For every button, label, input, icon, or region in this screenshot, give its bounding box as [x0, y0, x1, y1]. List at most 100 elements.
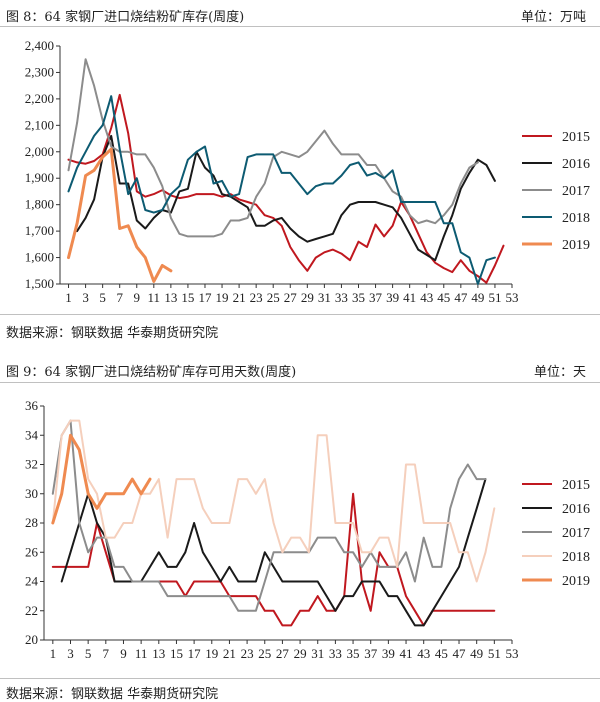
- x-tick-label: 53: [506, 290, 519, 305]
- figure1-title: 图 8：64 家钢厂进口烧结粉矿库存(周度): [6, 10, 245, 25]
- x-tick-label: 3: [82, 290, 89, 305]
- x-tick-label: 7: [116, 290, 123, 305]
- x-tick-label: 19: [216, 290, 229, 305]
- x-tick-label: 33: [335, 290, 348, 305]
- x-tick-label: 43: [420, 290, 433, 305]
- x-tick-label: 9: [120, 646, 127, 661]
- figure1-frame: [0, 26, 600, 315]
- x-tick-label: 15: [181, 290, 194, 305]
- legend-label: 2015: [562, 130, 590, 145]
- x-tick-label: 15: [170, 646, 183, 661]
- figure2-frame: [0, 382, 600, 679]
- x-tick-label: 3: [67, 646, 74, 661]
- legend-label: 2017: [562, 184, 590, 199]
- x-tick-label: 21: [233, 290, 246, 305]
- y-tick-label: 1,500: [25, 276, 54, 291]
- y-tick-label: 1,600: [25, 250, 54, 265]
- y-tick-label: 30: [25, 486, 38, 501]
- x-tick-label: 49: [471, 290, 484, 305]
- x-tick-label: 39: [382, 646, 395, 661]
- x-tick-label: 35: [347, 646, 360, 661]
- x-tick-label: 41: [403, 290, 416, 305]
- x-tick-label: 39: [386, 290, 399, 305]
- x-tick-label: 51: [488, 290, 501, 305]
- figure2-source: 数据来源：钢联数据 华泰期货研究院: [6, 687, 219, 702]
- x-tick-label: 1: [50, 646, 57, 661]
- y-tick-label: 22: [25, 603, 38, 618]
- series-line-2019: [67, 147, 173, 283]
- x-tick-label: 37: [369, 290, 383, 305]
- x-tick-label: 27: [284, 290, 298, 305]
- figure1-unit: 单位：万吨: [520, 10, 586, 25]
- x-tick-label: 25: [258, 646, 271, 661]
- x-tick-label: 49: [470, 646, 483, 661]
- series-line-2017: [67, 58, 479, 238]
- chart1-plot: 1,500 1,600 1,700 1,800 1,900 2,000 2,100 2,200…: [25, 38, 590, 305]
- x-tick-label: 37: [364, 646, 378, 661]
- legend-label: 2016: [562, 157, 590, 172]
- y-tick-label: 34: [25, 427, 39, 442]
- x-tick-label: 45: [435, 646, 448, 661]
- y-tick-label: 20: [25, 632, 38, 647]
- figure2-unit: 单位：天: [533, 365, 586, 380]
- x-tick-label: 11: [148, 290, 161, 305]
- series-line-2018: [67, 95, 496, 285]
- y-tick-label: 2,100: [25, 117, 54, 132]
- x-tick-label: 35: [352, 290, 365, 305]
- x-tick-label: 27: [276, 646, 290, 661]
- x-tick-label: 23: [241, 646, 254, 661]
- x-tick-label: 9: [134, 290, 141, 305]
- x-tick-label: 47: [453, 646, 467, 661]
- legend-label: 2017: [562, 526, 590, 541]
- y-tick-label: 1,800: [25, 197, 54, 212]
- x-tick-label: 33: [329, 646, 342, 661]
- x-tick-label: 19: [205, 646, 218, 661]
- x-tick-label: 13: [164, 290, 177, 305]
- x-tick-label: 47: [454, 290, 468, 305]
- x-tick-label: 21: [223, 646, 236, 661]
- x-tick-label: 1: [65, 290, 72, 305]
- x-tick-label: 7: [103, 646, 110, 661]
- y-tick-label: 2,300: [25, 64, 54, 79]
- y-tick-label: 36: [25, 398, 39, 413]
- x-tick-label: 29: [301, 290, 314, 305]
- x-tick-label: 13: [152, 646, 165, 661]
- x-tick-label: 31: [318, 290, 331, 305]
- y-tick-label: 1,700: [25, 223, 54, 238]
- series-line-2018: [51, 419, 496, 583]
- y-tick-label: 1,900: [25, 170, 54, 185]
- figure1-header: 图 8：64 家钢厂进口烧结粉矿库存(周度) 单位：万吨: [0, 0, 600, 30]
- x-tick-label: 51: [488, 646, 501, 661]
- series-line-2017: [51, 419, 487, 612]
- y-tick-label: 2,000: [25, 144, 54, 159]
- x-tick-label: 5: [99, 290, 106, 305]
- x-tick-label: 25: [267, 290, 280, 305]
- x-tick-label: 53: [506, 646, 519, 661]
- y-tick-label: 2,200: [25, 91, 54, 106]
- x-tick-label: 17: [188, 646, 202, 661]
- series-line-2019: [51, 433, 152, 525]
- x-tick-label: 31: [311, 646, 324, 661]
- x-tick-label: 5: [85, 646, 92, 661]
- figure1-source: 数据来源：钢联数据 华泰期货研究院: [6, 326, 219, 341]
- x-tick-label: 41: [400, 646, 413, 661]
- series-line-2016: [76, 134, 496, 262]
- x-tick-label: 17: [198, 290, 212, 305]
- y-tick-label: 2,400: [25, 38, 54, 53]
- legend-label: 2019: [562, 238, 590, 253]
- legend-label: 2015: [562, 478, 590, 493]
- x-tick-label: 23: [250, 290, 263, 305]
- legend-label: 2018: [562, 211, 590, 226]
- figure2-title: 图 9：64 家钢厂进口烧结粉矿库存可用天数(周度): [6, 365, 297, 380]
- legend-label: 2019: [562, 574, 590, 589]
- legend-label: 2018: [562, 550, 590, 565]
- y-tick-label: 28: [25, 515, 38, 530]
- figure2-header: 图 9：64 家钢厂进口烧结粉矿库存可用天数(周度) 单位：天: [0, 355, 600, 385]
- x-tick-label: 45: [437, 290, 450, 305]
- y-tick-label: 32: [25, 457, 38, 472]
- x-tick-label: 29: [294, 646, 307, 661]
- series-line-2015: [51, 492, 496, 627]
- x-tick-label: 43: [417, 646, 430, 661]
- legend-label: 2016: [562, 502, 590, 517]
